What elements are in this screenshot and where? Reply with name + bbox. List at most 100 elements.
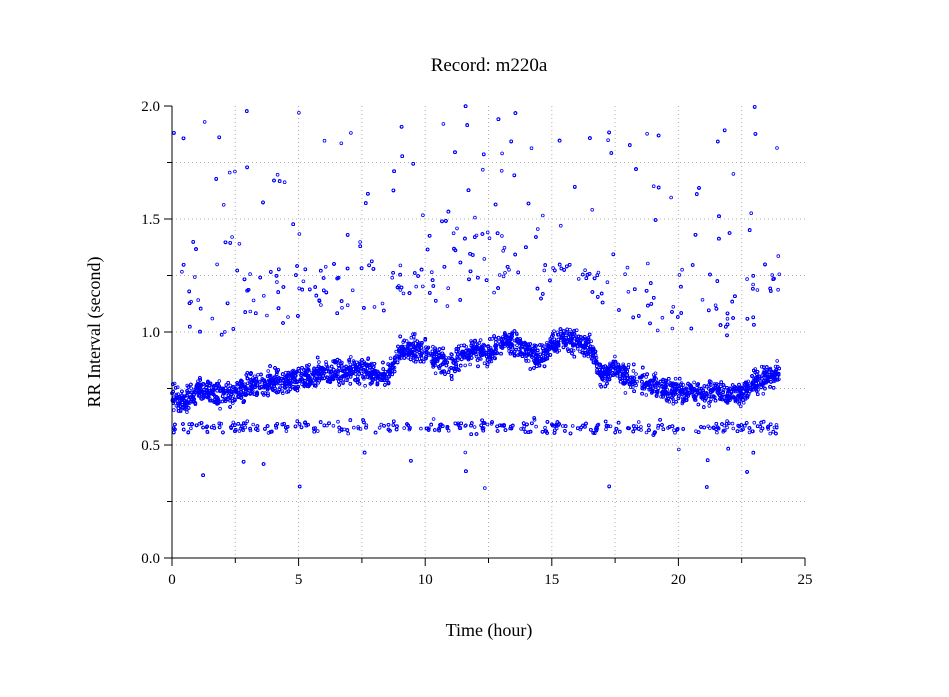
data-point <box>738 404 743 409</box>
data-point <box>266 369 271 373</box>
data-point <box>482 486 487 490</box>
data-point <box>202 120 207 124</box>
data-point <box>515 343 519 348</box>
data-point <box>645 132 649 136</box>
data-point <box>500 234 504 238</box>
data-point <box>233 169 237 174</box>
data-point <box>775 146 779 150</box>
data-point <box>485 230 490 235</box>
data-point <box>651 184 656 189</box>
data-point <box>398 263 403 268</box>
data-point <box>706 424 710 429</box>
data-point <box>570 424 575 428</box>
data-point <box>677 273 682 277</box>
data-point <box>426 353 431 357</box>
data-point <box>700 297 705 302</box>
data-point <box>502 344 507 348</box>
data-point <box>315 429 320 433</box>
data-point <box>377 425 382 430</box>
data-point <box>421 213 425 218</box>
data-point <box>419 426 423 431</box>
data-point <box>178 409 183 414</box>
data-point <box>659 394 663 399</box>
data-point <box>446 286 451 291</box>
data-point <box>715 430 719 435</box>
data-point <box>634 372 638 376</box>
data-point <box>451 231 456 236</box>
data-point <box>776 287 780 292</box>
data-point <box>420 284 425 289</box>
data-point <box>351 425 356 430</box>
data-point <box>777 272 782 277</box>
data-point <box>725 316 730 321</box>
data-point <box>501 249 506 253</box>
data-point <box>346 431 351 436</box>
data-point <box>350 288 355 293</box>
data-point <box>745 277 749 281</box>
data-point <box>388 356 393 361</box>
data-point <box>228 383 233 388</box>
data-point <box>344 378 348 382</box>
data-point <box>237 242 242 246</box>
data-point <box>540 343 544 347</box>
data-point <box>243 425 248 430</box>
data-point <box>487 236 492 241</box>
data-point <box>529 146 534 151</box>
data-point <box>223 330 227 334</box>
data-point <box>645 261 650 266</box>
data-point <box>604 427 608 432</box>
data-point <box>218 406 222 411</box>
data-point <box>280 391 285 396</box>
data-point <box>721 428 726 433</box>
data-point <box>576 277 581 281</box>
data-point <box>775 359 779 363</box>
data-point <box>731 172 736 176</box>
data-point <box>482 257 487 261</box>
data-point <box>408 425 412 430</box>
data-point <box>217 379 222 383</box>
data-point <box>356 425 361 429</box>
data-point <box>745 395 750 400</box>
data-point <box>297 286 302 291</box>
data-point <box>448 356 453 361</box>
data-point <box>755 288 760 292</box>
data-point <box>286 315 290 319</box>
data-point <box>474 354 479 359</box>
data-point <box>707 404 712 408</box>
data-point <box>606 138 610 143</box>
data-point <box>455 226 459 231</box>
data-point <box>248 272 252 276</box>
data-point <box>725 425 729 430</box>
data-point <box>707 382 711 387</box>
data-point <box>713 303 718 308</box>
data-point <box>772 425 777 430</box>
data-point <box>345 378 350 383</box>
data-point <box>639 425 643 429</box>
data-point <box>625 265 630 270</box>
data-point <box>623 272 627 277</box>
data-point <box>336 419 340 424</box>
data-point <box>349 131 353 135</box>
data-point <box>623 391 628 395</box>
data-point <box>565 330 570 335</box>
data-point <box>730 421 735 426</box>
data-point <box>193 275 197 279</box>
data-point <box>219 421 224 426</box>
data-point <box>465 349 470 353</box>
data-point <box>551 266 555 270</box>
data-point <box>331 423 336 428</box>
data-point <box>558 329 563 334</box>
data-point <box>174 403 179 408</box>
data-point <box>501 274 506 279</box>
data-point <box>671 304 676 309</box>
data-point <box>464 423 468 428</box>
data-point <box>230 235 234 239</box>
data-point <box>221 203 226 207</box>
data-point <box>297 232 302 236</box>
data-point <box>241 428 246 433</box>
data-point <box>411 358 416 363</box>
data-point <box>215 262 219 267</box>
data-point <box>508 426 512 431</box>
data-point <box>552 329 556 334</box>
